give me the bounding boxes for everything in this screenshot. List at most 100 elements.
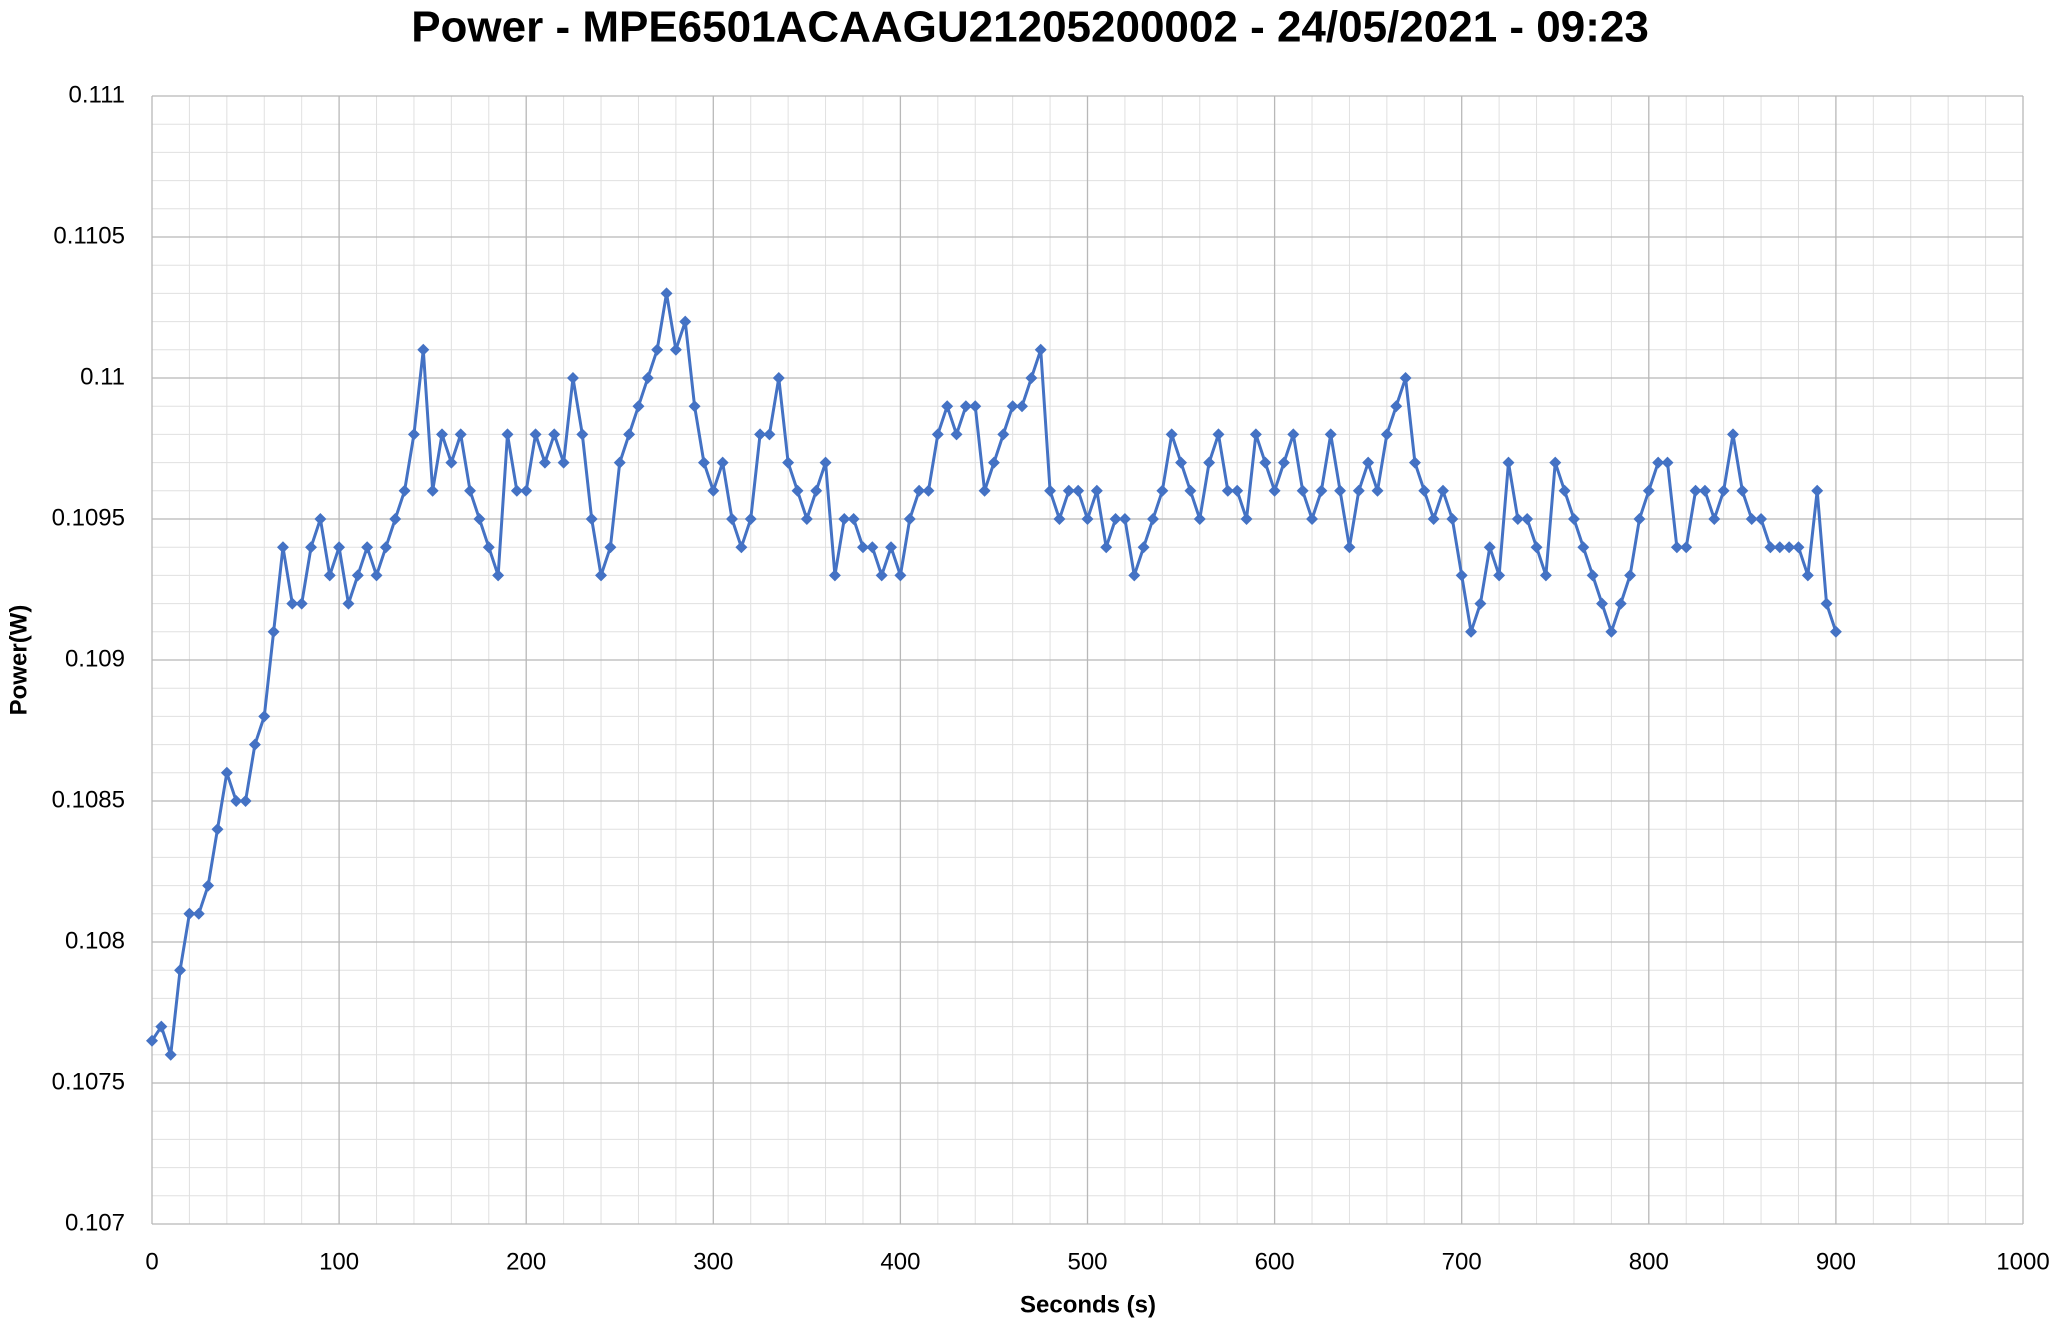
data-point [529,428,542,441]
data-point [267,625,280,638]
data-point [1596,597,1609,610]
data-point [1109,513,1122,525]
data-point [1137,541,1150,554]
data-point [192,907,205,920]
data-point [464,484,477,497]
data-point [1755,513,1768,525]
data-point [1240,513,1253,525]
data-point [398,484,411,497]
data-point [473,513,486,525]
data-point [1090,484,1103,497]
data-point [174,964,187,977]
y-axis-title: Power(W) [5,605,32,716]
y-tick-label: 0.108 [65,927,125,954]
data-point [754,428,767,441]
data-point [585,513,598,525]
x-tick-label: 500 [1067,1248,1107,1275]
data-point [941,400,954,413]
data-point [1334,484,1347,497]
data-point [707,484,720,497]
data-point [1493,569,1506,582]
x-tick-label: 0 [145,1248,158,1275]
data-point [407,428,420,441]
data-point [1418,484,1431,497]
data-point [913,484,926,497]
data-point [314,513,327,525]
data-point [379,541,392,554]
data-point [997,428,1010,441]
data-point [1829,625,1842,638]
data-point [1436,484,1449,497]
y-tick-label: 0.1085 [52,786,125,813]
x-tick-label: 700 [1442,1248,1482,1275]
data-point [492,569,505,582]
y-tick-label: 0.107 [65,1209,125,1236]
data-point [454,428,467,441]
y-tick-label: 0.1105 [53,222,125,249]
data-point [903,513,916,525]
data-point [856,541,869,554]
data-point [1146,513,1159,525]
data-point [1352,484,1365,497]
data-point [922,484,935,497]
data-point [248,738,261,751]
data-point [660,287,673,300]
data-point [1016,400,1029,413]
y-tick-label: 0.1075 [52,1068,125,1095]
data-point [800,513,813,525]
series-line [150,291,1838,1057]
data-point [1128,569,1141,582]
data-point [595,569,608,582]
data-point [1465,625,1478,638]
data-point [1221,484,1234,497]
data-point [1006,400,1019,413]
data-point [969,400,982,413]
data-point [146,1034,158,1047]
y-tick-label: 0.11 [80,363,125,390]
data-point [1053,513,1066,525]
data-point [1502,456,1515,469]
data-point [295,597,308,610]
data-point [866,541,879,554]
data-point [566,372,579,384]
data-point [791,484,804,497]
data-point [276,541,289,554]
data-point [1446,513,1459,525]
data-point [1483,541,1496,554]
data-point [735,541,748,554]
data-point [716,456,729,469]
data-point [1062,484,1075,497]
data-point [183,907,196,920]
data-point [333,541,346,554]
data-point [1343,541,1356,554]
data-point [1268,484,1281,497]
data-point [744,513,757,525]
data-point [1783,541,1796,554]
data-point [1689,484,1702,497]
data-point [1539,569,1552,582]
data-point [557,456,570,469]
x-tick-label: 300 [693,1248,733,1275]
data-point [1811,484,1824,497]
data-point [164,1048,177,1061]
data-point [950,428,963,441]
data-point [1025,372,1038,384]
data-point [613,456,626,469]
data-point [520,484,533,497]
x-tick-label: 600 [1255,1248,1295,1275]
data-point [202,879,215,892]
data-point [342,597,355,610]
data-point [1259,456,1272,469]
data-point [1567,513,1580,525]
data-point [1558,484,1571,497]
x-axis-title: Seconds (s) [1020,1291,1156,1318]
data-point [370,569,383,582]
data-point [211,823,224,836]
data-point [220,766,233,779]
y-tick-label: 0.1095 [52,504,125,531]
data-point [389,513,402,525]
data-point [1044,484,1057,497]
data-point [959,400,972,413]
data-point [548,428,561,441]
data-point [230,795,243,807]
